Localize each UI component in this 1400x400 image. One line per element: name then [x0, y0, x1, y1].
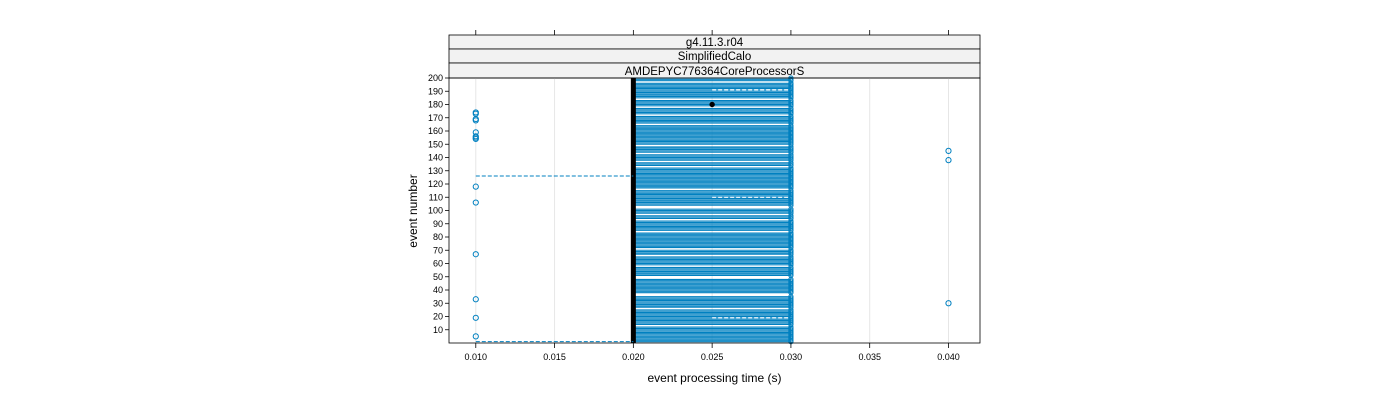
- data-point: [945, 300, 952, 307]
- y-tick-label: 90: [433, 219, 443, 229]
- data-point: [472, 251, 479, 258]
- y-tick-label: 40: [433, 285, 443, 295]
- strip-label-1: g4.11.3.r04: [686, 37, 744, 49]
- y-tick-label: 130: [428, 166, 443, 176]
- data-point: [472, 199, 479, 206]
- data-point: [945, 147, 952, 154]
- strip-label-3: AMDEPYC776364CoreProcessorS: [625, 66, 805, 78]
- y-tick-label: 140: [428, 153, 443, 163]
- y-tick-label: 150: [428, 139, 443, 149]
- x-tick-label: 0.035: [858, 352, 881, 362]
- y-tick-label: 20: [433, 312, 443, 322]
- dashed-segments: [475, 89, 791, 343]
- x-tick-label: 0.020: [622, 352, 645, 362]
- y-axis-label: event number: [406, 174, 420, 247]
- x-tick-label: 0.015: [543, 352, 566, 362]
- y-tick-label: 10: [433, 325, 443, 335]
- x-tick-label: 0.030: [780, 352, 803, 362]
- y-tick-label: 170: [428, 113, 443, 123]
- y-tick-label: 60: [433, 259, 443, 269]
- event-lines: [630, 77, 791, 343]
- data-point: [472, 129, 479, 136]
- x-axis-label: event processing time (s): [647, 371, 781, 385]
- y-tick-label: 70: [433, 245, 443, 255]
- y-tick-label: 190: [428, 86, 443, 96]
- y-tick-label: 100: [428, 206, 443, 216]
- data-point: [472, 183, 479, 190]
- y-tick-label: 180: [428, 100, 443, 110]
- x-tick-label: 0.025: [701, 352, 724, 362]
- y-tick-label: 200: [428, 73, 443, 83]
- y-tick-label: 80: [433, 232, 443, 242]
- y-tick-label: 160: [428, 126, 443, 136]
- top-axis: [475, 30, 949, 35]
- data-point: [472, 133, 479, 140]
- y-tick-label: 50: [433, 272, 443, 282]
- y-axis: 10 20 30 40 50 60 70 80 90 100 110 120 130 140 150 160 1…: [428, 73, 449, 335]
- data-points: [472, 75, 952, 345]
- y-tick-label: 120: [428, 179, 443, 189]
- x-tick-label: 0.010: [465, 352, 488, 362]
- strip-label-2: SimplifiedCalo: [678, 51, 752, 63]
- data-point: [945, 157, 952, 164]
- y-tick-label: 30: [433, 298, 443, 308]
- data-point: [472, 314, 479, 321]
- x-axis: 0.010 0.015 0.020 0.025 0.030 0.035 0.040: [465, 343, 960, 362]
- filled-point: [709, 101, 715, 108]
- data-point: [472, 109, 479, 116]
- data-point: [472, 333, 479, 340]
- x-tick-label: 0.040: [937, 352, 960, 362]
- strip-headers: g4.11.3.r04 SimplifiedCalo AMDEPYC776364…: [448, 34, 981, 79]
- y-tick-label: 110: [429, 192, 443, 202]
- data-point: [472, 296, 479, 303]
